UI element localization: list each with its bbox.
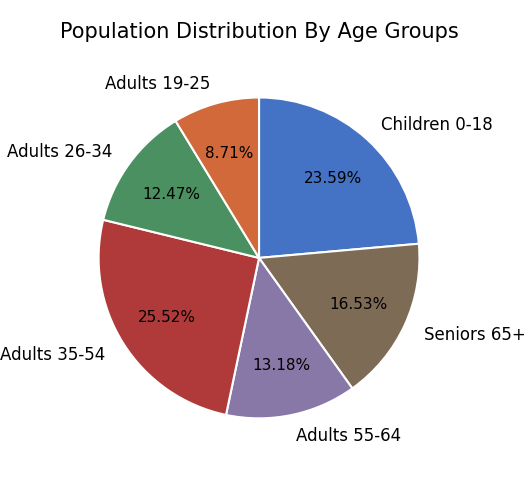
Text: Adults 35-54: Adults 35-54 bbox=[1, 346, 106, 364]
Text: Adults 26-34: Adults 26-34 bbox=[7, 143, 113, 160]
Text: 12.47%: 12.47% bbox=[142, 187, 200, 202]
Text: 23.59%: 23.59% bbox=[303, 170, 362, 186]
Text: Adults 55-64: Adults 55-64 bbox=[296, 426, 402, 444]
Wedge shape bbox=[99, 220, 259, 415]
Text: Adults 19-25: Adults 19-25 bbox=[104, 75, 210, 93]
Text: 25.52%: 25.52% bbox=[138, 309, 196, 324]
Wedge shape bbox=[103, 121, 259, 258]
Text: Seniors 65+: Seniors 65+ bbox=[424, 325, 525, 343]
Text: 13.18%: 13.18% bbox=[253, 358, 310, 372]
Wedge shape bbox=[175, 98, 259, 258]
Text: 16.53%: 16.53% bbox=[329, 296, 387, 312]
Text: Children 0-18: Children 0-18 bbox=[382, 116, 493, 134]
Wedge shape bbox=[226, 258, 352, 419]
Wedge shape bbox=[259, 98, 419, 258]
Title: Population Distribution By Age Groups: Population Distribution By Age Groups bbox=[60, 22, 458, 41]
Text: 8.71%: 8.71% bbox=[205, 146, 254, 161]
Wedge shape bbox=[259, 244, 419, 389]
